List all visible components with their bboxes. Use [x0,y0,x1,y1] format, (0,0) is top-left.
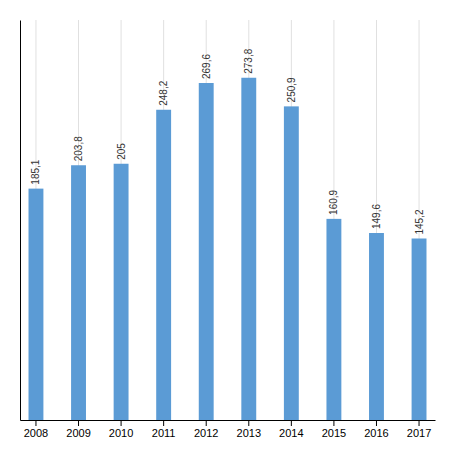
x-tick: 2016 [364,420,388,439]
x-axis-line [21,420,436,421]
data-label: 203,8 [73,136,84,161]
bar [241,78,256,420]
bar [156,110,171,420]
x-axis: 2008 2009 2010 2011 2012 2013 2014 2015 2016 2017 [21,420,436,439]
bar [114,164,129,420]
grid [36,20,419,420]
x-tick: 2015 [322,420,346,439]
x-tick: 2011 [152,420,176,439]
x-tick: 2009 [66,420,90,439]
x-tick-mark [376,420,377,426]
y-axis [20,21,21,421]
x-tick-label: 2016 [364,427,388,439]
chart-svg: 185,1 203,8 205 248,2 269,6 273,8 250,9 160,9 14… [0,0,450,450]
x-tick-label: 2011 [152,427,176,439]
x-tick: 2017 [407,420,431,439]
x-tick-label: 2013 [237,427,261,439]
x-tick: 2014 [279,420,303,439]
bar [326,219,341,420]
data-labels: 185,1 203,8 205 248,2 269,6 273,8 250,9 160,9 14… [30,48,424,234]
x-tick-mark [35,420,36,426]
bar [369,233,384,420]
x-tick: 2010 [109,420,133,439]
x-tick: 2008 [24,420,48,439]
x-tick-label: 2012 [194,427,218,439]
x-tick-mark [248,420,249,426]
x-tick-mark [333,420,334,426]
bars [29,78,427,420]
x-tick-mark [291,420,292,426]
x-tick: 2012 [194,420,218,439]
data-label: 269,6 [201,54,212,79]
chart-container: 185,1 203,8 205 248,2 269,6 273,8 250,9 160,9 14… [0,0,450,450]
data-label: 145,2 [414,209,425,234]
y-axis-line [20,21,21,421]
data-label: 185,1 [30,159,41,184]
x-tick-mark [419,420,420,426]
x-tick-label: 2014 [279,427,303,439]
plot-area: 185,1 203,8 205 248,2 269,6 273,8 250,9 160,9 14… [21,20,436,439]
x-tick-label: 2017 [407,427,431,439]
x-tick-label: 2010 [109,427,133,439]
x-tick-label: 2015 [322,427,346,439]
data-label: 160,9 [328,189,339,214]
bar [199,83,214,420]
bar [29,189,44,420]
x-tick-mark [206,420,207,426]
bar [71,165,86,420]
data-label: 205 [116,143,127,160]
data-label: 250,9 [286,77,297,102]
x-tick-label: 2009 [66,427,90,439]
data-label: 248,2 [158,80,169,105]
x-tick-mark [163,420,164,426]
bar [412,239,427,421]
x-tick-mark [121,420,122,426]
data-label: 149,6 [371,204,382,229]
bar [284,106,299,420]
x-tick-mark [78,420,79,426]
x-tick: 2013 [237,420,261,439]
x-tick-label: 2008 [24,427,48,439]
data-label: 273,8 [243,48,254,73]
